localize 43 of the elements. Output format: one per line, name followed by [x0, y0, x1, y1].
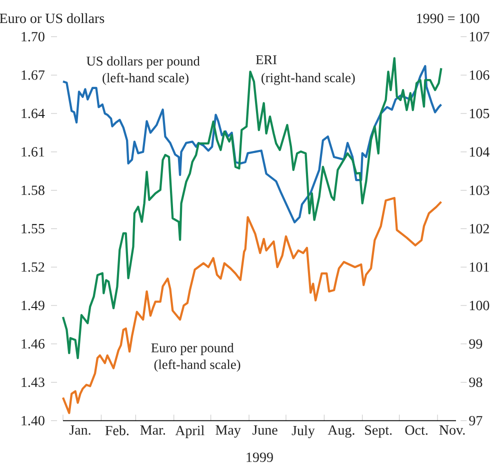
annotation: (left-hand scale) [154, 360, 240, 372]
annotation: (left-hand scale) [102, 72, 188, 86]
y-axis-title: Euro or US dollars [0, 13, 104, 24]
y2-tick-label: 103 [470, 186, 490, 196]
y2-tick-label: 102 [470, 224, 489, 234]
x-tick-label: July [292, 425, 315, 438]
x-tick-label: Nov. [439, 425, 465, 435]
x-tick-label: Aug. [328, 425, 354, 438]
series-label: ERI [256, 55, 277, 64]
y2-tick-label: 104 [470, 147, 490, 157]
y2-tick-label: 106 [470, 70, 490, 80]
y2-tick-label: 98 [469, 378, 482, 388]
y2-tick-label: 99 [469, 339, 482, 349]
y2-tick-label: 101 [470, 262, 489, 272]
line-series [62, 196, 442, 414]
x-tick-label: Oct. [405, 425, 428, 435]
y-tick-label: 1.40 [22, 416, 44, 426]
y2-tick-label: 97 [469, 416, 482, 426]
series-label: US dollars per pound [86, 56, 200, 68]
y-tick-label: 1.52 [22, 262, 44, 272]
y-tick-label: 1.70 [22, 32, 44, 42]
x-tick-label: April [175, 425, 204, 438]
y-tick-label: 1.58 [22, 186, 44, 196]
y-tick-label: 1.43 [22, 378, 44, 388]
x-axis-title: 1999 [246, 452, 273, 462]
y2-tick-label: 100 [470, 300, 490, 310]
y2-axis-title: 1990 = 100 [417, 14, 480, 24]
y2-tick-label: 107 [470, 32, 490, 42]
x-tick-label: Mar. [140, 425, 166, 435]
x-tick-label: May [216, 425, 241, 438]
y-tick-label: 1.55 [22, 224, 44, 234]
x-tick-label: Jan. [69, 425, 90, 435]
y-tick-label: 1.49 [22, 300, 44, 310]
y-tick-label: 1.64 [22, 108, 45, 118]
y-tick-label: 1.61 [22, 147, 44, 157]
y2-tick-label: 105 [470, 108, 490, 118]
y-tick-label: 1.46 [22, 339, 45, 349]
series-label: Euro per pound [151, 342, 234, 356]
x-tick-label: June [252, 425, 278, 435]
annotation: (right-hand scale) [262, 72, 355, 86]
x-tick-label: Sept. [365, 425, 392, 438]
y-tick-label: 1.67 [22, 70, 45, 80]
x-tick-label: Feb. [105, 425, 129, 436]
